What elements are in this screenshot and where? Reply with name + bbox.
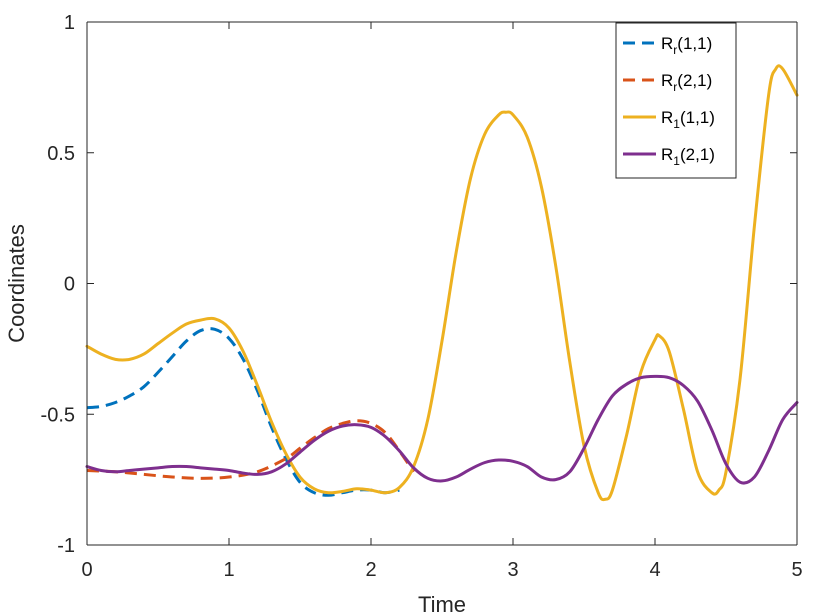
y-tick-label: -1 [57, 535, 75, 557]
x-tick-label: 5 [791, 559, 802, 581]
legend-box [615, 22, 737, 179]
y-tick-label: -0.5 [41, 404, 75, 426]
legend-label-4: R1(2,1) [661, 145, 715, 168]
series-line-2 [86, 419, 415, 480]
series-line-4 [85, 374, 799, 485]
legend-label-2: Rr(2,1) [661, 71, 712, 94]
y-tick-label: 1 [64, 12, 75, 34]
x-tick-label: 1 [223, 559, 234, 581]
series-layer [85, 64, 799, 502]
x-tick-label: 3 [507, 559, 518, 581]
y-tick-label: 0.5 [47, 143, 75, 165]
x-tick-label: 4 [649, 559, 660, 581]
y-ticks: -1 -0.5 0 0.5 1 [41, 12, 797, 557]
legend-label-1: Rr(1,1) [661, 34, 712, 57]
y-axis-title: Coordinates [4, 224, 29, 343]
y-tick-label: 0 [64, 274, 75, 296]
x-axis-title: Time [418, 592, 466, 615]
legend: Rr(1,1) Rr(2,1) R1(1,1) R1(2,1) [615, 22, 737, 179]
x-tick-label: 0 [81, 559, 92, 581]
legend-label-3: R1(1,1) [661, 108, 715, 131]
x-tick-label: 2 [365, 559, 376, 581]
series-line-3 [85, 64, 799, 502]
